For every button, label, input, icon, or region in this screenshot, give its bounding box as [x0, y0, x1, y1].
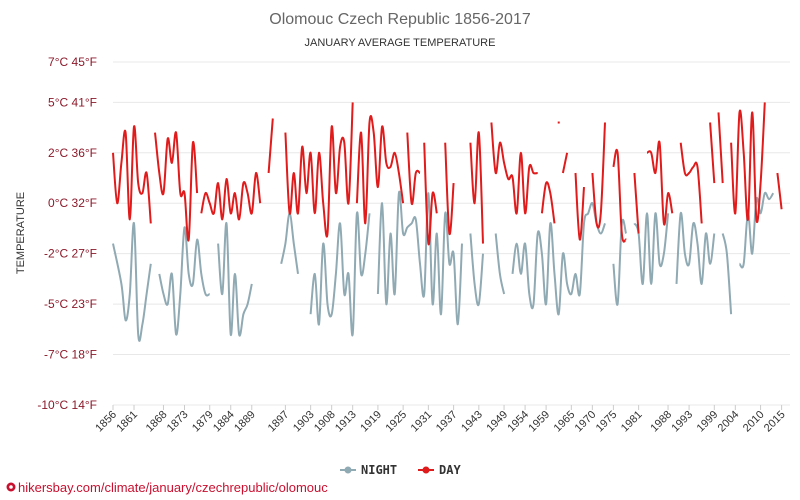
day-line-segment	[112, 125, 152, 224]
y-tick-label: -7°C 18°F	[44, 348, 97, 362]
x-tick-label: 1889	[232, 409, 258, 435]
day-line-segment	[284, 102, 354, 238]
day-line-segment	[633, 172, 640, 234]
x-tick-label: 1975	[594, 409, 620, 435]
day-line-segment	[574, 172, 585, 241]
legend-marker	[344, 466, 352, 474]
x-tick-label: 2015	[762, 409, 788, 435]
x-tick-label: 1919	[358, 409, 384, 435]
day-line-segment	[406, 132, 421, 206]
chart-title: Olomouc Czech Republic 1856-2017	[269, 11, 531, 28]
day-line-segment	[561, 152, 569, 174]
day-line-segment	[267, 118, 274, 174]
credit-link[interactable]: hikersbay.com/climate/january/czechrepub…	[6, 480, 329, 495]
day-line-segment	[355, 115, 405, 225]
y-axis-ticks: 7°C 45°F 5°C 41°F 2°C 36°F 0°C 32°F -2°C 27°…	[37, 55, 97, 412]
location-pin-hole	[9, 485, 13, 489]
day-line-segment	[679, 142, 703, 224]
y-tick-label: -5°C 23°F	[44, 297, 97, 311]
legend-label: NIGHT	[361, 463, 397, 477]
x-tick-label: 1903	[291, 409, 317, 435]
day-line-segment	[444, 142, 455, 235]
x-tick-label: 1879	[190, 409, 216, 435]
series-lines	[112, 102, 783, 342]
night-line-segment	[721, 233, 733, 315]
day-line-segment	[646, 140, 674, 226]
night-line-segment	[309, 211, 371, 337]
night-line-segment	[469, 233, 484, 307]
credit-text[interactable]: hikersbay.com/climate/january/czechrepub…	[18, 480, 328, 495]
x-tick-label: 1981	[619, 409, 645, 435]
x-tick-label: 1993	[669, 409, 695, 435]
day-line-segment	[469, 131, 484, 244]
x-tick-label: 1868	[144, 409, 170, 435]
legend-label: DAY	[439, 463, 461, 477]
x-tick-label: 1884	[211, 409, 237, 435]
day-line-segment	[709, 122, 716, 184]
night-line-segment	[158, 226, 211, 336]
night-line-segment	[280, 212, 299, 275]
x-tick-label: 1925	[383, 409, 409, 435]
x-tick-label: 1908	[312, 409, 338, 435]
x-tick-label: 1856	[93, 409, 119, 435]
day-line-segment	[540, 181, 556, 224]
day-line-segment	[154, 131, 199, 242]
x-tick-label: 1943	[459, 409, 485, 435]
night-line-segment	[612, 218, 627, 306]
day-line-segment	[490, 122, 538, 215]
night-line-segment	[217, 222, 253, 337]
night-line-segment	[511, 202, 606, 316]
legend-item-night[interactable]: NIGHT	[340, 463, 397, 477]
x-tick-label: 1954	[505, 409, 531, 435]
chart-subtitle: JANUARY AVERAGE TEMPERATURE	[305, 37, 496, 49]
y-tick-label: -10°C 14°F	[37, 398, 97, 412]
y-tick-label: -2°C 27°F	[44, 247, 97, 261]
y-tick-label: 0°C 32°F	[48, 196, 97, 210]
day-line-segment	[423, 142, 438, 246]
night-line-segment	[633, 212, 670, 285]
y-tick-label: 5°C 41°F	[48, 95, 97, 109]
grid-lines	[113, 61, 790, 406]
x-tick-label: 1931	[409, 409, 435, 435]
x-tick-label: 1937	[434, 409, 460, 435]
day-line-segment	[717, 112, 724, 184]
series-day	[112, 102, 783, 246]
x-tick-label: 1913	[333, 409, 359, 435]
legend-marker	[422, 466, 430, 474]
x-tick-label: 1965	[552, 409, 578, 435]
night-line-segment	[494, 233, 506, 295]
x-tick-label: 1861	[114, 409, 140, 435]
y-tick-label: 7°C 45°F	[48, 55, 97, 69]
night-line-segment	[112, 222, 152, 342]
x-tick-label: 2004	[716, 409, 742, 435]
x-tick-label: 1999	[695, 409, 721, 435]
y-tick-label: 2°C 36°F	[48, 146, 97, 160]
day-line-segment	[730, 102, 766, 223]
day-line-segment	[776, 172, 783, 210]
day-line-segment	[591, 122, 606, 229]
legend[interactable]: NIGHT DAY	[340, 463, 461, 477]
night-line-segment	[376, 190, 463, 326]
night-line-segment	[675, 212, 716, 285]
x-tick-label: 2010	[741, 409, 767, 435]
x-tick-label: 1970	[573, 409, 599, 435]
x-tick-label: 1873	[165, 409, 191, 435]
x-tick-label: 1959	[526, 409, 552, 435]
x-tick-label: 1897	[266, 409, 292, 435]
day-line-segment	[200, 171, 262, 221]
day-line-segment	[612, 148, 627, 243]
y-axis-label: TEMPERATURE	[15, 192, 27, 274]
x-tick-label: 1949	[484, 409, 510, 435]
legend-item-day[interactable]: DAY	[418, 463, 461, 477]
x-tick-label: 1988	[648, 409, 674, 435]
